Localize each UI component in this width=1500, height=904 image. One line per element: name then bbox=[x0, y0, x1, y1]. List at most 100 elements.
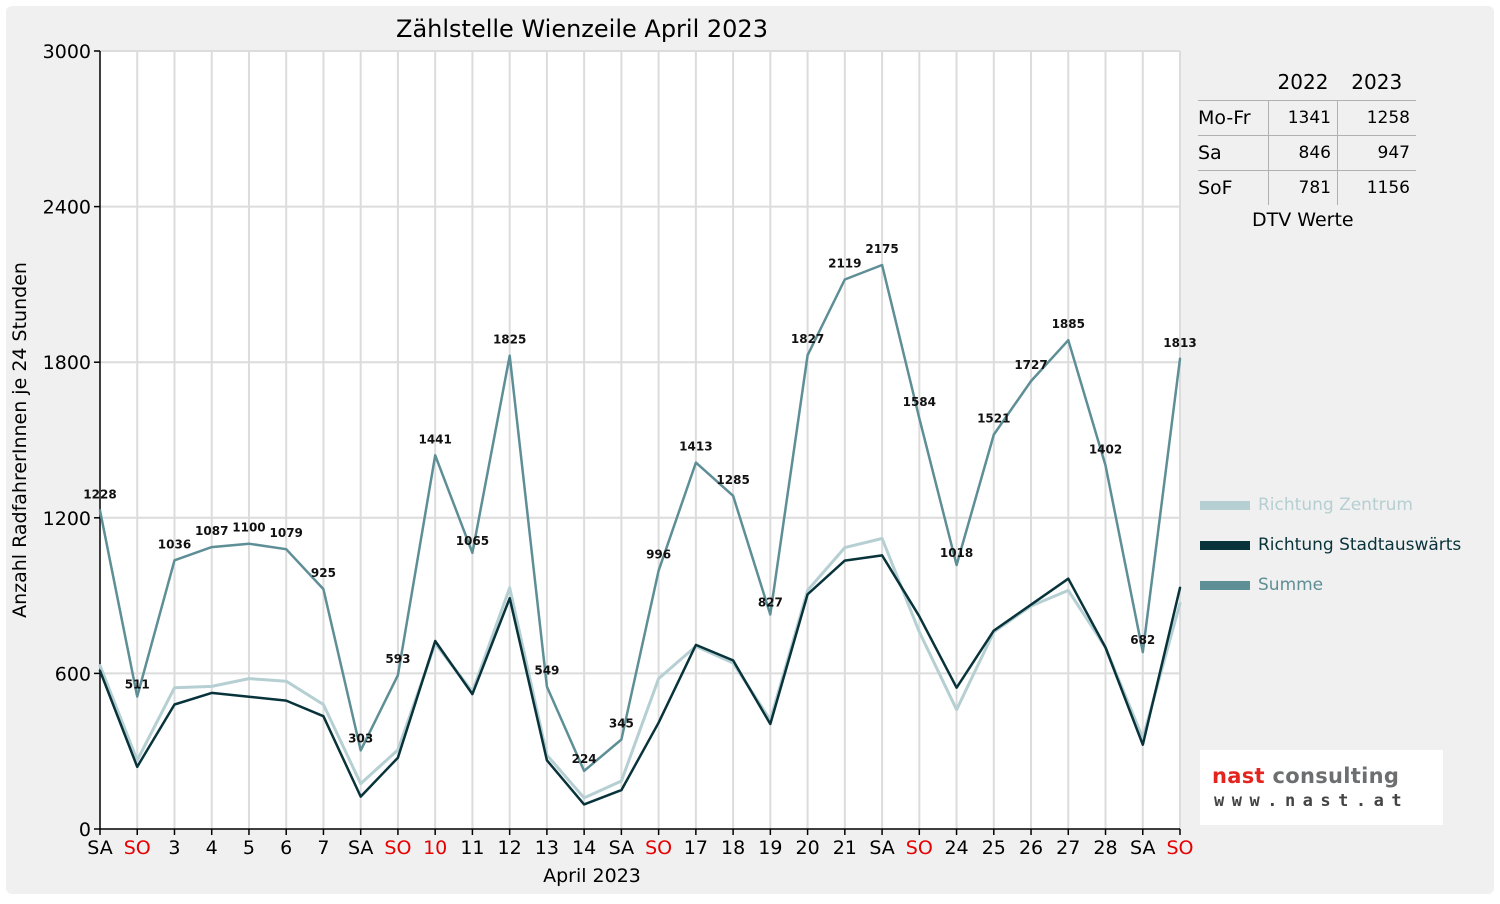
legend-swatch bbox=[1200, 540, 1250, 550]
series-line-3 bbox=[98, 263, 1182, 773]
data-label: 1584 bbox=[903, 395, 936, 409]
grid bbox=[100, 50, 1181, 829]
dtv-value-2023: 947 bbox=[1337, 135, 1416, 171]
data-label: 1727 bbox=[1014, 358, 1047, 372]
data-labels: 1228 511 1036 1087 1100 1079 925 303 593 1441 1065… bbox=[83, 242, 1196, 766]
dtv-row: Sa 846 947 bbox=[1198, 135, 1416, 171]
x-tick-label: 25 bbox=[982, 837, 1006, 859]
x-tick-label: 26 bbox=[1019, 837, 1043, 859]
x-tick-label: 13 bbox=[535, 837, 559, 859]
dtv-value-2023: 1258 bbox=[1337, 100, 1416, 136]
data-label: 996 bbox=[646, 548, 671, 562]
x-tick-label: SO bbox=[384, 837, 411, 859]
x-tick-label: 5 bbox=[243, 837, 255, 859]
x-axis-title: April 2023 bbox=[543, 865, 641, 887]
legend-label: Summe bbox=[1258, 575, 1324, 595]
x-tick-label: 24 bbox=[944, 837, 968, 859]
dtv-header-2023: 2023 bbox=[1351, 70, 1403, 94]
x-tick-label: SA bbox=[609, 837, 634, 859]
data-label: 303 bbox=[348, 731, 373, 745]
data-label: 593 bbox=[385, 652, 410, 666]
x-tick-label: 20 bbox=[795, 837, 819, 859]
logo-brand: nast consulting bbox=[1212, 764, 1399, 788]
dtv-header-row: 2022 2023 bbox=[1198, 64, 1416, 101]
data-label: 1087 bbox=[195, 524, 228, 538]
dtv-row: SoF 781 1156 bbox=[1198, 170, 1416, 205]
x-tick-label: SO bbox=[645, 837, 672, 859]
x-tick-label: 10 bbox=[423, 837, 447, 859]
y-tick-label: 1200 bbox=[43, 508, 91, 530]
legend-item-richtung-zentrum: Richtung Zentrum bbox=[1200, 494, 1413, 516]
data-label: 827 bbox=[758, 596, 783, 610]
x-tick-label: SA bbox=[1130, 837, 1155, 859]
dtv-caption: DTV Werte bbox=[1252, 209, 1354, 231]
data-label: 345 bbox=[609, 717, 634, 731]
plot-area bbox=[100, 51, 1180, 829]
dtv-row-label: SoF bbox=[1198, 170, 1269, 205]
dtv-value-2022: 1341 bbox=[1268, 100, 1338, 136]
dtv-row-label: Sa bbox=[1198, 135, 1269, 171]
dtv-table: 2022 2023 Mo-Fr 1341 1258 Sa 846 947 SoF… bbox=[1198, 64, 1416, 205]
data-label: 1079 bbox=[270, 526, 303, 540]
x-tick-label: 4 bbox=[206, 837, 218, 859]
legend-item-richtung-stadtauswaerts: Richtung Stadtauswärts bbox=[1200, 534, 1461, 556]
logo-url: www.nast.at bbox=[1214, 791, 1410, 811]
legend-item-summe: Summe bbox=[1200, 574, 1323, 596]
x-tick-label: SO bbox=[1166, 837, 1193, 859]
logo-brand-nast: nast bbox=[1212, 764, 1265, 788]
legend-label: Richtung Stadtauswärts bbox=[1258, 535, 1462, 555]
data-label: 1036 bbox=[158, 537, 191, 551]
data-label: 1228 bbox=[83, 488, 116, 502]
data-label: 2119 bbox=[828, 256, 861, 270]
data-label: 1402 bbox=[1089, 442, 1122, 456]
data-label: 224 bbox=[572, 752, 597, 766]
y-tick-label: 3000 bbox=[43, 41, 91, 63]
dtv-value-2023: 1156 bbox=[1337, 170, 1416, 205]
dtv-row: Mo-Fr 1341 1258 bbox=[1198, 100, 1416, 136]
data-label: 682 bbox=[1130, 633, 1155, 647]
x-tick-label: 17 bbox=[684, 837, 708, 859]
data-label: 1521 bbox=[977, 412, 1010, 426]
data-label: 2175 bbox=[865, 242, 898, 256]
series-lines bbox=[98, 263, 1182, 806]
x-tick-label: 14 bbox=[572, 837, 596, 859]
data-label: 925 bbox=[311, 566, 336, 580]
chart-title: Zählstelle Wienzeile April 2023 bbox=[396, 15, 768, 43]
data-label: 1065 bbox=[456, 534, 489, 548]
dtv-value-2022: 846 bbox=[1268, 135, 1338, 171]
dtv-value-2022: 781 bbox=[1268, 170, 1338, 205]
x-tick-label: 18 bbox=[721, 837, 745, 859]
x-tick-label: 27 bbox=[1056, 837, 1080, 859]
x-tick-label: 7 bbox=[317, 837, 329, 859]
data-label: 1813 bbox=[1163, 336, 1196, 350]
y-tick-label: 0 bbox=[79, 819, 91, 841]
y-tick-label: 1800 bbox=[43, 352, 91, 374]
x-tick-label: SO bbox=[124, 837, 151, 859]
data-label: 511 bbox=[125, 677, 150, 691]
data-label: 549 bbox=[534, 664, 559, 678]
data-label: 1018 bbox=[940, 546, 973, 560]
legend-swatch bbox=[1200, 500, 1250, 510]
legend-swatch bbox=[1200, 580, 1250, 590]
x-tick-label: SA bbox=[869, 837, 894, 859]
data-label: 1885 bbox=[1052, 317, 1085, 331]
x-tick-label: SA bbox=[348, 837, 373, 859]
x-tick-label: 3 bbox=[168, 837, 180, 859]
dtv-header-2022: 2022 bbox=[1277, 70, 1329, 94]
x-tick-label: SA bbox=[87, 837, 112, 859]
x-tick-label: 12 bbox=[498, 837, 522, 859]
x-tick-label: 28 bbox=[1093, 837, 1117, 859]
x-tick-label: 11 bbox=[460, 837, 484, 859]
logo-brand-consulting: consulting bbox=[1264, 764, 1400, 788]
data-label: 1825 bbox=[493, 333, 526, 347]
data-label: 1285 bbox=[716, 473, 749, 487]
x-tick-label: 19 bbox=[758, 837, 782, 859]
data-label: 1827 bbox=[791, 332, 824, 346]
nast-consulting-logo: nast consulting www.nast.at bbox=[1200, 750, 1443, 825]
x-tick-label: 6 bbox=[280, 837, 292, 859]
dtv-header-blank bbox=[1198, 64, 1269, 101]
data-label: 1441 bbox=[418, 432, 451, 446]
y-tick-label: 600 bbox=[55, 663, 91, 685]
